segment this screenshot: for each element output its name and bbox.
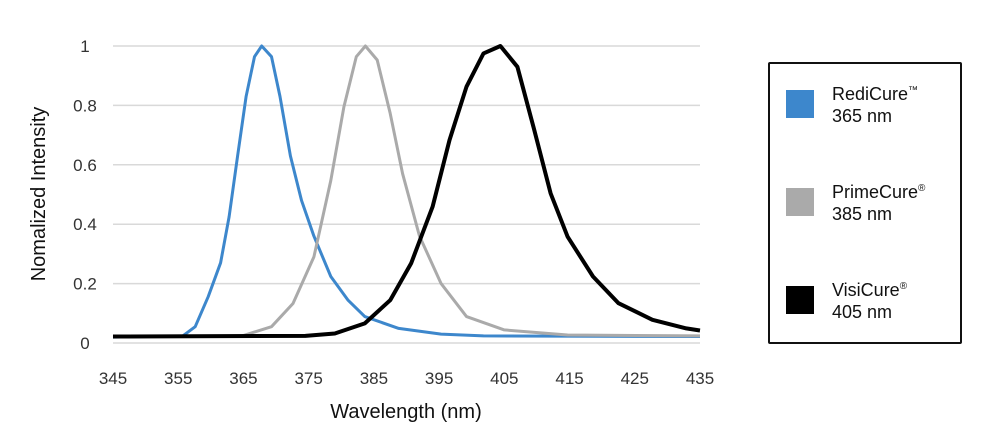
- x-tick-label: 375: [294, 369, 322, 388]
- x-tick-label: 395: [425, 369, 453, 388]
- legend-label: RediCure: [832, 84, 909, 104]
- legend-item-primecure: PrimeCure® 385 nm: [786, 178, 925, 225]
- legend-swatch: [786, 286, 814, 314]
- x-tick-label: 345: [99, 369, 127, 388]
- series-line-1: [112, 44, 701, 338]
- registered-mark: ®: [918, 183, 926, 194]
- x-axis-title: Wavelength (nm): [330, 401, 482, 423]
- series-line-2: [112, 44, 701, 339]
- legend-wavelength: 385 nm: [832, 204, 893, 224]
- x-tick-labels: 345 355 365 375 385 395 405 415 425 435: [99, 369, 714, 388]
- y-axis-title: Nomalized Intensity: [28, 107, 50, 282]
- legend: RediCure™ 365 nm PrimeCure® 385 nm VisiCur…: [768, 62, 962, 344]
- x-tick-label: 385: [360, 369, 388, 388]
- x-tick-label: 415: [555, 369, 583, 388]
- x-tick-label: 435: [686, 369, 714, 388]
- x-tick-label: 405: [490, 369, 518, 388]
- series-lines: [112, 44, 701, 339]
- legend-item-visicure: VisiCure® 405 nm: [786, 276, 907, 323]
- legend-wavelength: 405 nm: [832, 302, 893, 322]
- legend-wavelength: 365 nm: [832, 106, 893, 126]
- legend-label: VisiCure: [832, 280, 900, 300]
- gridlines: [113, 45, 700, 344]
- y-tick-label: 0: [80, 334, 89, 353]
- x-tick-label: 365: [229, 369, 257, 388]
- y-tick-label: 0.2: [73, 275, 97, 294]
- y-tick-label: 0.4: [73, 215, 97, 234]
- legend-swatch: [786, 90, 814, 118]
- x-tick-label: 425: [621, 369, 649, 388]
- legend-item-redicure: RediCure™ 365 nm: [786, 80, 918, 127]
- trademark-mark: ™: [908, 85, 919, 96]
- legend-swatch: [786, 188, 814, 216]
- y-tick-label: 0.8: [73, 96, 97, 115]
- spectrum-chart: 0 0.2 0.4 0.6 0.8 1 345 355 365 375 385 395 405 415 4…: [28, 37, 714, 423]
- registered-mark: ®: [899, 281, 908, 292]
- y-tick-label: 0.6: [73, 156, 97, 175]
- series-line-0: [112, 44, 701, 339]
- x-tick-label: 355: [164, 369, 192, 388]
- y-tick-labels: 0 0.2 0.4 0.6 0.8 1: [73, 37, 97, 353]
- y-tick-label: 1: [80, 37, 89, 56]
- legend-label: PrimeCure: [832, 182, 919, 202]
